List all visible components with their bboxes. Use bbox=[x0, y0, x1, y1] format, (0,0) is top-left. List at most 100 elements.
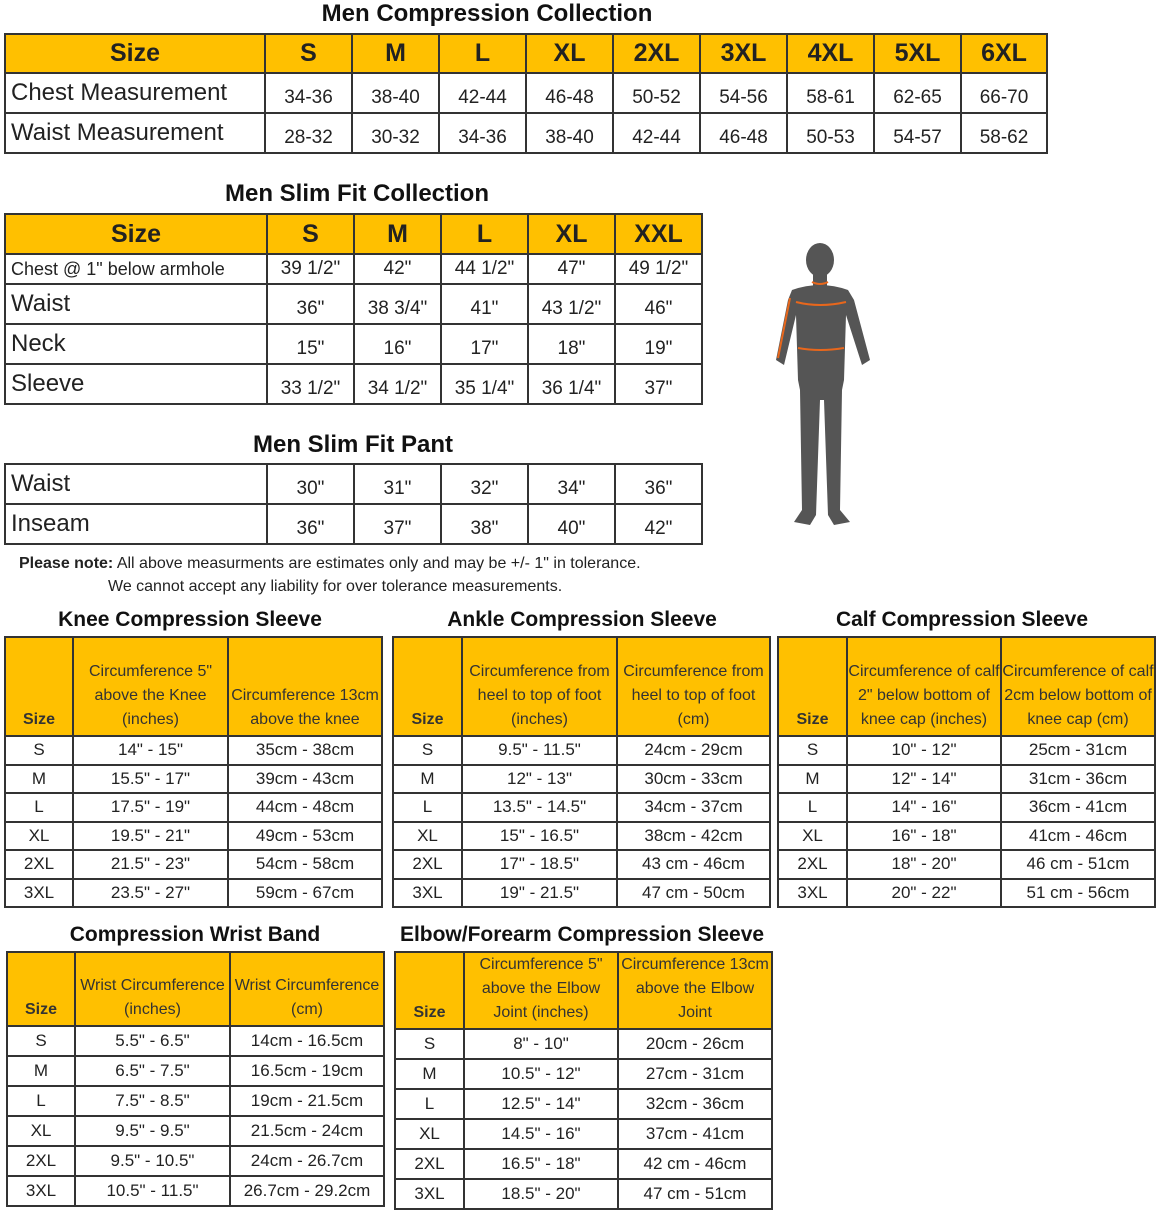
table-cell: 47 cm - 51cm bbox=[617, 1178, 773, 1210]
size-header: Size bbox=[4, 213, 268, 255]
table-cell: 38 3/4" bbox=[353, 283, 442, 325]
size-header: Size bbox=[392, 636, 463, 737]
column-header: Circumference 5" above the Elbow Joint (… bbox=[463, 951, 619, 1030]
table-row: XL 15" - 16.5" 38cm - 42cm bbox=[392, 820, 771, 851]
row-label: Sleeve bbox=[4, 363, 268, 405]
table-row: S 5.5" - 6.5" 14cm - 16.5cm bbox=[6, 1025, 385, 1057]
table-cell: 12.5" - 14" bbox=[463, 1088, 619, 1120]
table-cell: S bbox=[392, 735, 463, 766]
table-cell: 14.5" - 16" bbox=[463, 1118, 619, 1150]
table-cell: 2XL bbox=[777, 849, 848, 880]
table-row: S 9.5" - 11.5" 24cm - 29cm bbox=[392, 735, 771, 766]
table-cell: 26.7cm - 29.2cm bbox=[229, 1175, 385, 1207]
table-cell: 16.5" - 18" bbox=[463, 1148, 619, 1180]
table-cell: 14cm - 16.5cm bbox=[229, 1025, 385, 1057]
table-row: M 12" - 13" 30cm - 33cm bbox=[392, 763, 771, 794]
table-cell: 40" bbox=[527, 503, 616, 545]
column-header: Circumference from heel to top of foot (… bbox=[461, 636, 618, 737]
row-label: Inseam bbox=[4, 503, 268, 545]
table-cell: 19" - 21.5" bbox=[461, 877, 618, 908]
table-cell: M bbox=[392, 763, 463, 794]
ankle-table: Size Circumference from heel to top of fo… bbox=[392, 636, 771, 908]
table-cell: 3XL bbox=[4, 877, 74, 908]
row-label: Neck bbox=[4, 323, 268, 365]
elbow-title: Elbow/Forearm Compression Sleeve bbox=[399, 923, 765, 946]
column-header: Circumference 5" above the Knee (inches) bbox=[72, 636, 229, 737]
table-cell: 34-36 bbox=[438, 112, 527, 154]
table-cell: 37cm - 41cm bbox=[617, 1118, 773, 1150]
table-cell: 54-57 bbox=[873, 112, 962, 154]
table-row: Chest Measurement 34-36 38-40 42-44 46-48 50-… bbox=[4, 72, 1048, 114]
table-row: 3XL 18.5" - 20" 47 cm - 51cm bbox=[394, 1178, 773, 1210]
table-cell: 37" bbox=[353, 503, 442, 545]
table-cell: 19.5" - 21" bbox=[72, 820, 229, 851]
table-cell: 13.5" - 14.5" bbox=[461, 792, 618, 823]
table-cell: 51 cm - 56cm bbox=[1000, 877, 1156, 908]
table-cell: 35 1/4" bbox=[440, 363, 529, 405]
table-cell: 19" bbox=[614, 323, 703, 365]
table-cell: L bbox=[394, 1088, 465, 1120]
table-cell: M bbox=[777, 763, 848, 794]
table-cell: 10" - 12" bbox=[846, 735, 1002, 766]
row-label: Chest @ 1" below armhole bbox=[4, 253, 268, 285]
table-cell: 12" - 14" bbox=[846, 763, 1002, 794]
table-cell: 24cm - 26.7cm bbox=[229, 1145, 385, 1177]
table-row: M 10.5" - 12" 27cm - 31cm bbox=[394, 1058, 773, 1090]
table-row: 2XL 16.5" - 18" 42 cm - 46cm bbox=[394, 1148, 773, 1180]
table-cell: XL bbox=[392, 820, 463, 851]
knee-title: Knee Compression Sleeve bbox=[58, 608, 322, 631]
table-cell: 2XL bbox=[394, 1148, 465, 1180]
table-cell: 9.5" - 10.5" bbox=[74, 1145, 231, 1177]
table-row: XL 9.5" - 9.5" 21.5cm - 24cm bbox=[6, 1115, 385, 1147]
table-cell: 21.5" - 23" bbox=[72, 849, 229, 880]
table-cell: 33 1/2" bbox=[266, 363, 355, 405]
table-row: L 17.5" - 19" 44cm - 48cm bbox=[4, 792, 383, 823]
table-cell: 3XL bbox=[392, 877, 463, 908]
table-cell: L bbox=[6, 1085, 76, 1117]
table-cell: 2XL bbox=[4, 849, 74, 880]
table-row: Neck 15" 16" 17" 18" 19" bbox=[4, 323, 703, 365]
table-cell: M bbox=[4, 763, 74, 794]
table-cell: 5.5" - 6.5" bbox=[74, 1025, 231, 1057]
table-cell: 3XL bbox=[777, 877, 848, 908]
table-cell: 62-65 bbox=[873, 72, 962, 114]
table-cell: 30-32 bbox=[351, 112, 440, 154]
table-cell: 18" - 20" bbox=[846, 849, 1002, 880]
column-header: Wrist Circumference (inches) bbox=[74, 951, 231, 1027]
table-cell: 59cm - 67cm bbox=[227, 877, 383, 908]
table-cell: 42" bbox=[353, 253, 442, 285]
table-cell: 49 1/2" bbox=[614, 253, 703, 285]
table-cell: 9.5" - 9.5" bbox=[74, 1115, 231, 1147]
table-row: M 15.5" - 17" 39cm - 43cm bbox=[4, 763, 383, 794]
row-label: Chest Measurement bbox=[4, 72, 266, 114]
table-cell: 7.5" - 8.5" bbox=[74, 1085, 231, 1117]
table-cell: 58-61 bbox=[786, 72, 875, 114]
table-row: XL 19.5" - 21" 49cm - 53cm bbox=[4, 820, 383, 851]
table-cell: 23.5" - 27" bbox=[72, 877, 229, 908]
ankle-title: Ankle Compression Sleeve bbox=[447, 608, 717, 631]
column-header: Circumference from heel to top of foot (… bbox=[616, 636, 771, 737]
column-header: Wrist Circumference (cm) bbox=[229, 951, 385, 1027]
table-cell: 17" bbox=[440, 323, 529, 365]
table-cell: XL bbox=[777, 820, 848, 851]
table-cell: 46-48 bbox=[525, 72, 614, 114]
table-row: 3XL 19" - 21.5" 47 cm - 50cm bbox=[392, 877, 771, 908]
header-row: Size Circumference of calf 2" below botto… bbox=[777, 636, 1156, 737]
body-silhouette-figure bbox=[776, 243, 870, 525]
column-header: 3XL bbox=[699, 33, 788, 74]
column-header: XL bbox=[527, 213, 616, 255]
table-row: Waist Measurement 28-32 30-32 34-36 38-40 42-… bbox=[4, 112, 1048, 154]
table-cell: 27cm - 31cm bbox=[617, 1058, 773, 1090]
table-row: XL 16" - 18" 41cm - 46cm bbox=[777, 820, 1156, 851]
note-text: All above measurments are estimates only… bbox=[116, 555, 641, 572]
table-cell: 9.5" - 11.5" bbox=[461, 735, 618, 766]
table-row: 3XL 23.5" - 27" 59cm - 67cm bbox=[4, 877, 383, 908]
table-cell: L bbox=[392, 792, 463, 823]
neck-measure-line bbox=[811, 281, 829, 285]
table-cell: 2XL bbox=[392, 849, 463, 880]
column-header: 6XL bbox=[960, 33, 1048, 74]
column-header: S bbox=[264, 33, 353, 74]
size-header: Size bbox=[4, 636, 74, 737]
table-cell: 47 cm - 50cm bbox=[616, 877, 771, 908]
row-label: Waist bbox=[4, 463, 268, 505]
